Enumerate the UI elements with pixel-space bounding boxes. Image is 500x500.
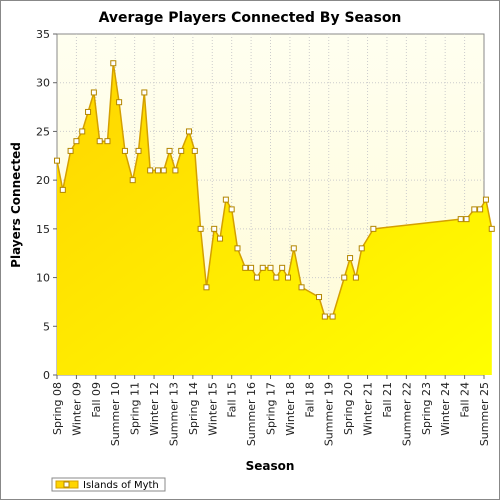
- x-tick-label: Winter 18: [284, 382, 297, 436]
- x-tick-label: Summer 16: [245, 382, 258, 446]
- data-point: [141, 89, 148, 96]
- data-point: [358, 245, 365, 252]
- data-point: [352, 274, 359, 281]
- data-point: [370, 225, 377, 232]
- data-point: [90, 89, 97, 96]
- data-point: [242, 264, 249, 271]
- y-tick-label: 25: [36, 125, 50, 138]
- data-point: [482, 196, 489, 203]
- data-point: [166, 147, 173, 154]
- data-point: [116, 99, 123, 106]
- data-point: [59, 186, 66, 193]
- data-point: [471, 206, 478, 213]
- data-point: [253, 274, 260, 281]
- data-point: [67, 147, 74, 154]
- data-point: [104, 138, 111, 145]
- data-point: [185, 128, 192, 135]
- series-line: [56, 63, 493, 318]
- data-point: [147, 167, 154, 174]
- x-tick-label: Spring 17: [265, 382, 278, 435]
- x-tick-label: Fall 18: [303, 382, 316, 418]
- x-tick-label: Spring 11: [129, 382, 142, 435]
- chart-title: Average Players Connected By Season: [99, 10, 402, 26]
- x-tick-label: Winter 12: [148, 382, 161, 436]
- data-point: [217, 235, 224, 242]
- data-point: [259, 264, 266, 271]
- data-point: [298, 284, 305, 291]
- x-tick-label: Summer 25: [478, 382, 491, 446]
- data-point: [341, 274, 348, 281]
- y-tick-label: 20: [36, 174, 50, 187]
- data-point: [191, 147, 198, 154]
- legend-label: Islands of Myth: [83, 480, 159, 491]
- data-point: [234, 245, 241, 252]
- data-point: [110, 60, 117, 67]
- y-axis-label: Players Connected: [9, 142, 23, 268]
- data-point: [172, 167, 179, 174]
- x-axis-label: Season: [246, 459, 295, 473]
- data-point: [79, 128, 86, 135]
- data-point: [73, 138, 80, 145]
- data-point: [477, 206, 484, 213]
- y-tick-label: 5: [43, 320, 50, 333]
- x-tick-label: Summer 13: [167, 382, 180, 446]
- series-markers: [54, 60, 495, 320]
- x-tick-label: Spring 23: [420, 382, 433, 435]
- y-tick-label: 0: [43, 369, 50, 382]
- data-point: [54, 157, 60, 164]
- x-tick-label: Fall 21: [381, 382, 394, 418]
- data-point: [203, 284, 210, 291]
- data-point: [347, 255, 354, 262]
- y-axis: 0 5 10 15 20 25 30 35: [36, 28, 57, 382]
- data-point: [85, 108, 92, 115]
- data-point: [488, 225, 495, 232]
- data-point: [290, 245, 297, 252]
- data-point: [96, 138, 103, 145]
- legend-box: [51, 477, 166, 492]
- legend-marker: [63, 481, 70, 488]
- x-tick-label: Fall 24: [459, 382, 472, 418]
- y-tick-label: 35: [36, 28, 50, 41]
- y-tick-label: 15: [36, 223, 50, 236]
- data-point: [197, 225, 204, 232]
- x-tick-label: Winter 15: [206, 382, 219, 436]
- data-point: [222, 196, 229, 203]
- data-point: [267, 264, 274, 271]
- x-tick-label: Spring 14: [187, 382, 200, 435]
- data-point: [284, 274, 291, 281]
- x-tick-label: Spring 20: [342, 382, 355, 435]
- x-tick-label: Spring 08: [51, 382, 64, 435]
- data-point: [154, 167, 161, 174]
- data-point: [228, 206, 235, 213]
- data-point: [129, 177, 136, 184]
- data-point: [211, 225, 218, 232]
- x-tick-label: Winter 21: [362, 382, 375, 436]
- y-tick-label: 10: [36, 272, 50, 285]
- data-point: [178, 147, 185, 154]
- data-point: [248, 264, 255, 271]
- x-tick-label: Fall 15: [226, 382, 239, 418]
- data-point: [279, 264, 286, 271]
- data-point: [135, 147, 142, 154]
- x-axis: Spring 08 Winter 09 Fall 09 Summer 10 Spring…: [51, 375, 491, 446]
- x-tick-label: Summer 19: [323, 382, 336, 446]
- data-point: [160, 167, 167, 174]
- y-tick-label: 30: [36, 77, 50, 90]
- x-tick-label: Winter 24: [439, 382, 452, 436]
- x-tick-label: Summer 22: [400, 382, 413, 446]
- x-tick-label: Winter 09: [70, 382, 83, 436]
- data-point: [457, 216, 464, 223]
- data-point: [273, 274, 280, 281]
- data-point: [463, 216, 470, 223]
- data-point: [321, 313, 328, 320]
- series-area: [57, 63, 492, 375]
- legend: Islands of Myth: [51, 477, 166, 492]
- x-tick-label: Fall 09: [90, 382, 103, 418]
- data-point: [329, 313, 336, 320]
- data-point: [121, 147, 128, 154]
- data-point: [316, 294, 323, 301]
- x-tick-label: Summer 10: [109, 382, 122, 446]
